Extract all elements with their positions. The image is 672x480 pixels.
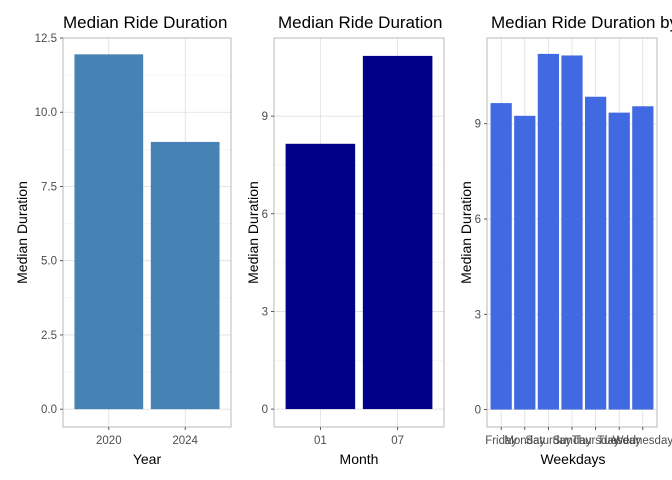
y-tick-label: 9 — [475, 119, 481, 131]
y-tick-label: 3 — [262, 306, 268, 318]
y-tick-label: 6 — [475, 214, 481, 226]
y-axis-title: Median Duration — [14, 181, 30, 284]
chart-panel-1: 0.0 2.5 5.0 7.5 10.0 12.5 2020 2024 Year Median D… — [14, 13, 232, 467]
chart-title: Median Ride Duration — [63, 13, 227, 32]
x-tick-label: 2024 — [172, 435, 198, 447]
bar-01 — [285, 143, 356, 410]
bar-Thursday — [584, 96, 607, 410]
x-tick-label: Monday — [504, 435, 545, 447]
y-tick-label: 0 — [262, 404, 268, 416]
x-tick-label: Wednesday — [613, 435, 672, 447]
y-tick-label: 9 — [262, 111, 268, 123]
x-tick-label: Saturday — [525, 435, 571, 447]
bar-2020 — [74, 54, 144, 410]
x-axis-title: Year — [133, 451, 162, 467]
y-tick-label: 3 — [475, 309, 481, 321]
x-tick-label: Thursday — [572, 435, 620, 447]
y-tick-label: 10.0 — [35, 107, 57, 119]
y-tick-label: 0 — [475, 405, 481, 417]
x-tick-label: Sunday — [552, 435, 591, 447]
y-tick-label: 5.0 — [41, 256, 57, 268]
y-tick-label: 0.0 — [41, 404, 57, 416]
x-axis-title: Weekdays — [540, 451, 605, 467]
chart-panel-2: 0 3 6 9 01 07 Month Median Duration Median Ride … — [245, 13, 445, 467]
bar-Friday — [490, 103, 512, 410]
bar-Saturday — [537, 53, 560, 410]
y-tick-label: 2.5 — [41, 330, 57, 342]
y-tick-label: 12.5 — [35, 33, 57, 45]
chart-title: Median Ride Duration — [278, 13, 442, 32]
x-tick-label: 07 — [391, 435, 404, 447]
chart-title: Median Ride Duration by Weekday — [491, 13, 672, 32]
x-tick-label: 2020 — [96, 435, 122, 447]
bar-Wednesday — [632, 106, 654, 410]
panel-border — [273, 37, 445, 428]
bar-07 — [362, 55, 433, 410]
y-axis-title: Median Duration — [458, 181, 474, 284]
x-tick-label: 01 — [314, 435, 327, 447]
bar-Monday — [514, 115, 536, 410]
x-tick-label: Friday — [485, 435, 517, 447]
x-axis-title: Month — [340, 451, 379, 467]
bar-Sunday — [561, 55, 583, 410]
chart-panel-3: 0 3 6 9 FridayMondaySaturdaySundayThursdayTu… — [458, 13, 672, 467]
bar-Tuesday — [608, 112, 630, 410]
y-axis-title: Median Duration — [245, 181, 261, 284]
y-tick-label: 7.5 — [41, 181, 57, 193]
x-tick-label: Tuesday — [597, 435, 641, 447]
y-tick-label: 6 — [262, 209, 268, 221]
panel-border — [62, 37, 232, 428]
bar-2024 — [150, 141, 220, 410]
